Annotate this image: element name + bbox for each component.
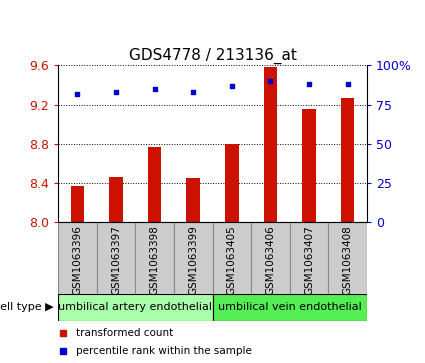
Point <box>228 83 235 89</box>
Text: GSM1063406: GSM1063406 <box>266 225 275 295</box>
Bar <box>135 222 174 294</box>
Text: GSM1063396: GSM1063396 <box>72 225 82 295</box>
Bar <box>96 222 135 294</box>
Bar <box>341 98 354 222</box>
Bar <box>212 222 251 294</box>
Bar <box>302 109 316 222</box>
Bar <box>264 67 277 222</box>
Point <box>190 89 197 95</box>
Bar <box>251 222 290 294</box>
Point <box>113 89 119 95</box>
Point <box>74 91 81 97</box>
Bar <box>187 178 200 222</box>
Bar <box>174 222 212 294</box>
Bar <box>148 147 162 222</box>
Bar <box>290 222 329 294</box>
Bar <box>58 294 212 321</box>
Text: cell type ▶: cell type ▶ <box>0 302 54 313</box>
Bar <box>212 294 367 321</box>
Text: GSM1063407: GSM1063407 <box>304 225 314 295</box>
Text: GSM1063398: GSM1063398 <box>150 225 159 295</box>
Text: GSM1063408: GSM1063408 <box>343 225 353 295</box>
Bar <box>58 222 96 294</box>
Text: transformed count: transformed count <box>76 328 173 338</box>
Text: GSM1063399: GSM1063399 <box>188 225 198 295</box>
Bar <box>71 186 84 222</box>
Bar <box>329 222 367 294</box>
Point <box>151 86 158 92</box>
Bar <box>109 177 123 222</box>
Point <box>306 81 312 87</box>
Text: percentile rank within the sample: percentile rank within the sample <box>76 346 252 356</box>
Title: GDS4778 / 213136_at: GDS4778 / 213136_at <box>128 48 296 64</box>
Point <box>344 81 351 87</box>
Text: GSM1063405: GSM1063405 <box>227 225 237 295</box>
Bar <box>225 144 238 222</box>
Text: umbilical artery endothelial: umbilical artery endothelial <box>58 302 212 313</box>
Text: GSM1063397: GSM1063397 <box>111 225 121 295</box>
Point <box>267 78 274 84</box>
Text: umbilical vein endothelial: umbilical vein endothelial <box>218 302 362 313</box>
